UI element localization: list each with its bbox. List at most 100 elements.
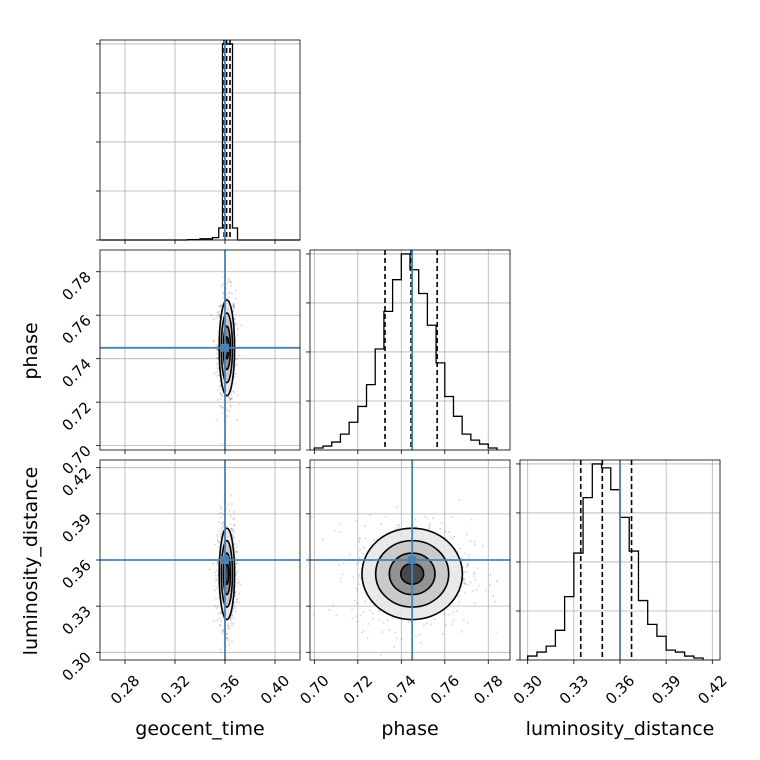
scatter-phase-vs-luminosity-distance-x-tick-label: 0.78: [470, 672, 506, 708]
scatter-geocent-time-vs-luminosity-distance-point: [235, 545, 239, 548]
scatter-phase-vs-luminosity-distance-point: [463, 582, 466, 585]
scatter-geocent-time-vs-phase-point: [233, 306, 236, 309]
scatter-phase-vs-luminosity-distance-point: [378, 609, 381, 613]
scatter-phase-vs-luminosity-distance-point: [341, 573, 344, 576]
scatter-phase-vs-luminosity-distance-point: [351, 608, 354, 611]
scatter-phase-vs-luminosity-distance-point: [474, 578, 477, 581]
scatter-geocent-time-vs-phase-point: [221, 442, 224, 445]
scatter-phase-vs-luminosity-distance-point: [457, 594, 460, 598]
hist-luminosity-distance-x-tick-label: 0.33: [556, 672, 592, 708]
scatter-phase-vs-luminosity-distance-point: [377, 618, 380, 621]
x-axis-label-phase: phase: [381, 718, 438, 740]
scatter-geocent-time-vs-luminosity-distance-point: [233, 510, 236, 513]
scatter-geocent-time-vs-phase-point: [215, 374, 218, 377]
scatter-geocent-time-vs-phase-point: [215, 418, 218, 421]
scatter-phase-vs-luminosity-distance-point: [414, 635, 418, 638]
scatter-phase-vs-luminosity-distance-x-tick-label: 0.70: [296, 672, 332, 708]
scatter-phase-vs-luminosity-distance-point: [460, 556, 463, 560]
scatter-geocent-time-vs-luminosity-distance-point: [232, 616, 235, 619]
scatter-geocent-time-vs-luminosity-distance-point: [219, 611, 222, 615]
scatter-geocent-time-vs-luminosity-distance-point: [236, 562, 239, 565]
scatter-phase-vs-luminosity-distance-point: [471, 590, 474, 593]
scatter-geocent-time-vs-phase-point: [218, 305, 221, 308]
scatter-geocent-time-vs-luminosity-distance-point: [229, 523, 232, 526]
scatter-phase-vs-luminosity-distance-point: [394, 631, 397, 634]
scatter-phase-vs-luminosity-distance-point: [364, 537, 367, 540]
scatter-geocent-time-vs-luminosity-distance-point: [220, 527, 223, 530]
scatter-geocent-time-vs-phase-point: [220, 394, 224, 398]
scatter-geocent-time-vs-luminosity-distance-y-tick-label: 0.39: [58, 510, 94, 546]
scatter-geocent-time-vs-luminosity-distance-point: [231, 610, 234, 613]
scatter-phase-vs-luminosity-distance-point: [395, 527, 398, 530]
scatter-geocent-time-vs-phase-point: [229, 393, 233, 396]
scatter-geocent-time-vs-phase-point: [219, 391, 222, 395]
scatter-geocent-time-vs-luminosity-distance-point: [238, 592, 241, 595]
scatter-phase-vs-luminosity-distance-point: [467, 562, 470, 565]
scatter-geocent-time-vs-phase-y-tick-label: 0.72: [58, 398, 94, 434]
scatter-phase-vs-luminosity-distance-panel: 0.70 0.72 0.74 0.76 0.78: [296, 459, 511, 708]
scatter-geocent-time-vs-phase-point: [216, 399, 219, 402]
scatter-geocent-time-vs-luminosity-distance-point: [214, 604, 217, 607]
scatter-geocent-time-vs-phase-point: [221, 406, 224, 409]
scatter-geocent-time-vs-luminosity-distance-point: [219, 536, 222, 539]
scatter-phase-vs-luminosity-distance-point: [466, 583, 469, 586]
scatter-phase-vs-luminosity-distance-point: [356, 589, 359, 592]
scatter-phase-vs-luminosity-distance-point: [451, 623, 454, 626]
scatter-geocent-time-vs-luminosity-distance-x-tick-label: 0.32: [157, 672, 193, 708]
scatter-geocent-time-vs-phase-point: [227, 277, 230, 280]
scatter-phase-vs-luminosity-distance-point: [358, 556, 361, 560]
hist-luminosity-distance-x-tick-label: 0.36: [602, 672, 638, 708]
scatter-phase-vs-luminosity-distance-point: [425, 622, 429, 625]
scatter-geocent-time-vs-luminosity-distance-point: [237, 601, 240, 604]
scatter-geocent-time-vs-luminosity-distance-point: [236, 570, 239, 573]
scatter-geocent-time-vs-luminosity-distance-point: [213, 589, 216, 592]
scatter-geocent-time-vs-phase-point: [220, 394, 223, 397]
scatter-geocent-time-vs-phase-point: [227, 280, 230, 283]
scatter-geocent-time-vs-luminosity-distance-point: [215, 569, 218, 572]
scatter-phase-vs-luminosity-distance-point: [352, 576, 355, 579]
scatter-phase-vs-luminosity-distance-point: [441, 632, 444, 635]
scatter-phase-vs-luminosity-distance-point: [362, 552, 365, 555]
scatter-geocent-time-vs-phase-point: [230, 292, 234, 295]
scatter-geocent-time-vs-luminosity-distance-point: [238, 581, 241, 584]
scatter-geocent-time-vs-luminosity-distance-point: [222, 525, 225, 528]
scatter-geocent-time-vs-phase-y-tick-label: 0.74: [58, 355, 94, 391]
scatter-geocent-time-vs-luminosity-distance-truth-marker: [221, 556, 229, 564]
scatter-phase-vs-luminosity-distance-point: [396, 524, 399, 527]
scatter-phase-vs-luminosity-distance-point: [465, 565, 468, 569]
scatter-geocent-time-vs-luminosity-distance-point: [233, 601, 236, 604]
scatter-phase-vs-luminosity-distance-point: [495, 631, 498, 634]
scatter-phase-vs-luminosity-distance-point: [444, 623, 447, 627]
scatter-geocent-time-vs-luminosity-distance-point: [232, 536, 236, 540]
scatter-geocent-time-vs-phase-point: [215, 344, 218, 347]
scatter-phase-vs-luminosity-distance-point: [463, 570, 466, 573]
scatter-geocent-time-vs-luminosity-distance-point: [218, 617, 221, 620]
scatter-geocent-time-vs-luminosity-distance-point: [219, 516, 222, 519]
scatter-geocent-time-vs-luminosity-distance-plot-area: [100, 460, 300, 660]
scatter-geocent-time-vs-luminosity-distance-point: [220, 631, 223, 634]
scatter-geocent-time-vs-phase-point: [216, 311, 219, 314]
scatter-geocent-time-vs-luminosity-distance-point: [227, 503, 230, 506]
scatter-geocent-time-vs-phase-panel: 0.700.720.740.760.78: [58, 249, 301, 478]
scatter-phase-vs-luminosity-distance-point: [468, 554, 471, 557]
scatter-phase-vs-luminosity-distance-point: [448, 613, 451, 616]
scatter-phase-vs-luminosity-distance-point: [431, 516, 435, 520]
scatter-geocent-time-vs-phase-point: [225, 408, 229, 412]
scatter-phase-vs-luminosity-distance-point: [433, 618, 436, 621]
scatter-geocent-time-vs-phase-point: [219, 397, 222, 401]
scatter-geocent-time-vs-phase-point: [216, 348, 219, 351]
scatter-geocent-time-vs-luminosity-distance-point: [218, 512, 221, 515]
scatter-phase-vs-luminosity-distance-point: [489, 573, 492, 576]
scatter-phase-vs-luminosity-distance-point: [388, 628, 391, 632]
scatter-geocent-time-vs-luminosity-distance-point: [234, 610, 238, 613]
scatter-geocent-time-vs-phase-point: [212, 340, 215, 343]
scatter-geocent-time-vs-phase-point: [233, 382, 236, 385]
scatter-phase-vs-luminosity-distance-point: [458, 499, 461, 502]
scatter-geocent-time-vs-luminosity-distance-point: [217, 530, 221, 533]
scatter-geocent-time-vs-luminosity-distance-point: [234, 550, 237, 553]
scatter-geocent-time-vs-luminosity-distance-point: [232, 622, 235, 625]
scatter-geocent-time-vs-luminosity-distance-point: [237, 540, 240, 543]
scatter-phase-vs-luminosity-distance-point: [463, 552, 466, 555]
scatter-phase-vs-luminosity-distance-point: [462, 581, 465, 584]
scatter-phase-vs-luminosity-distance-point: [321, 538, 324, 541]
